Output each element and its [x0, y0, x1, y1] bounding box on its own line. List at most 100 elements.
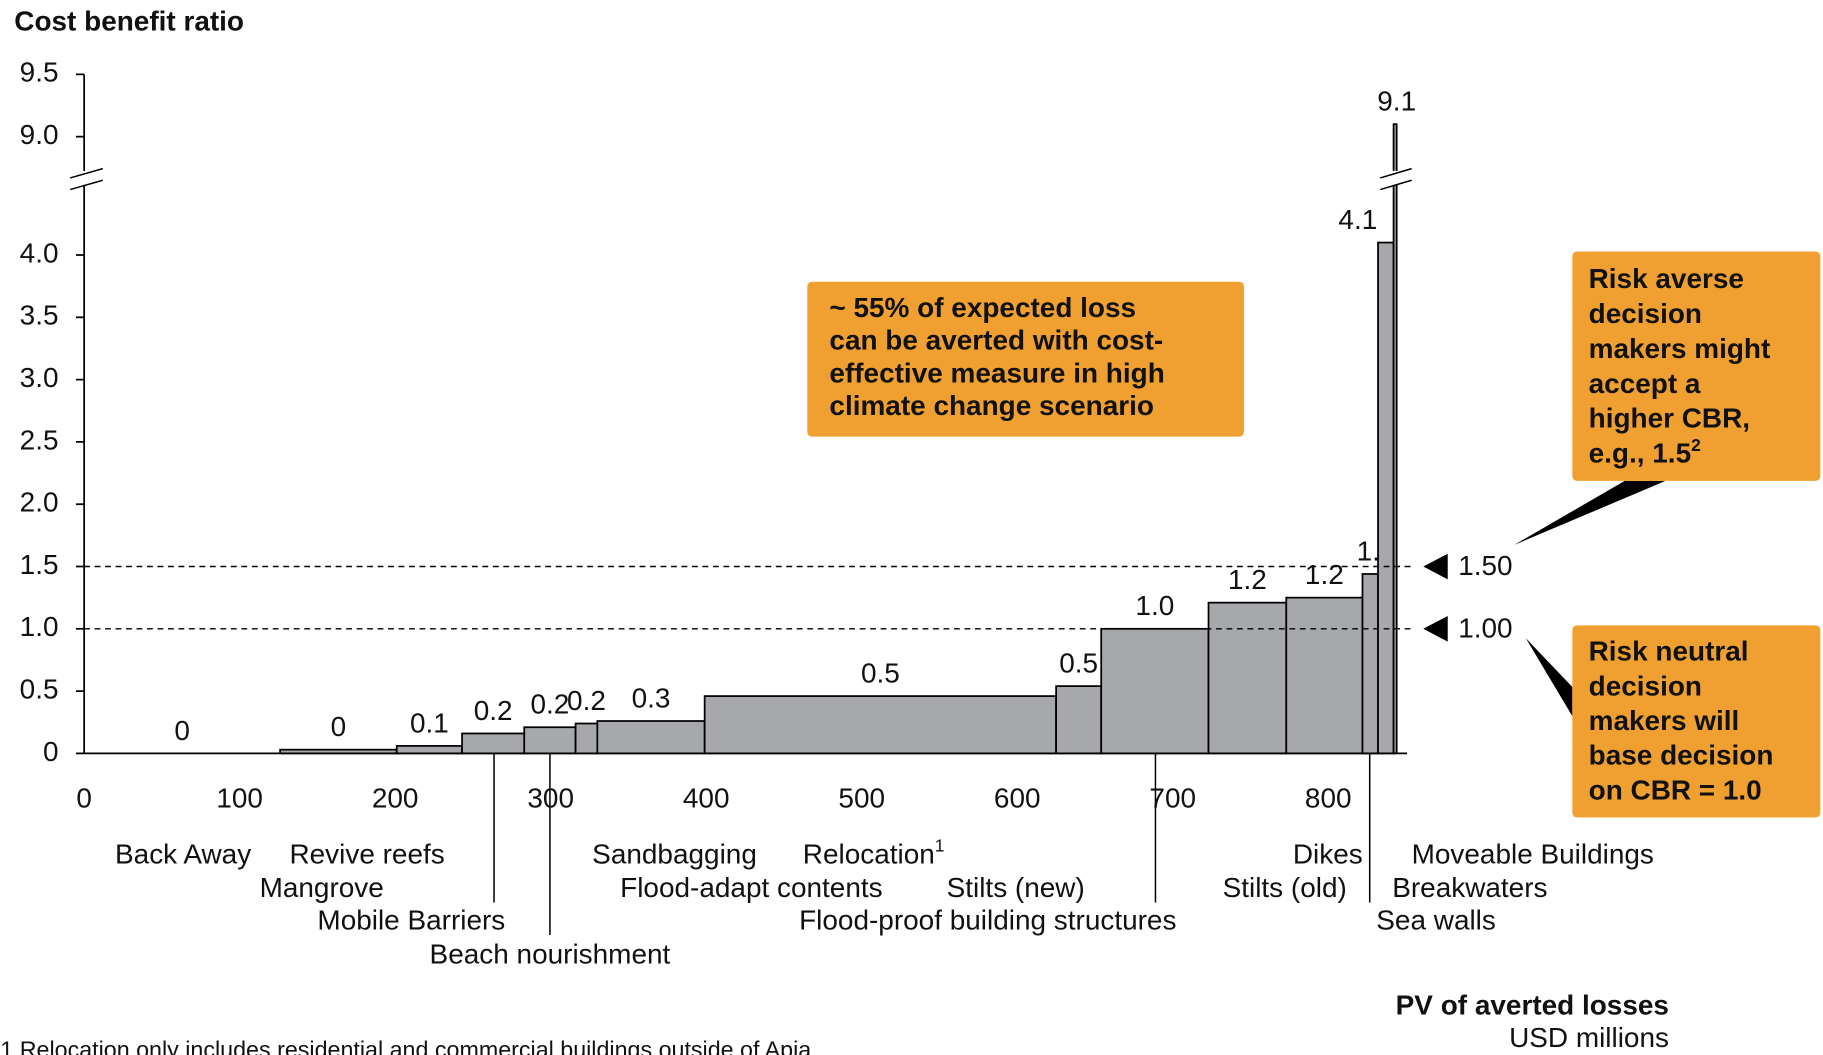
category-label: Flood-adapt contents: [620, 872, 882, 903]
axis-break-mark: [69, 179, 103, 191]
bar: [523, 726, 577, 755]
value-label: 1.2: [1228, 564, 1267, 595]
value-label: 0.2: [567, 685, 606, 716]
annotation-text: can be averted with cost-: [829, 325, 1163, 356]
bar: [574, 722, 599, 755]
category-label: Stilts (old): [1223, 872, 1347, 903]
annotation-text: ~ 55% of expected loss: [829, 292, 1136, 323]
value-label: 1.2: [1305, 559, 1344, 590]
y-tick-label: 1.0: [20, 611, 59, 642]
category-label: Revive reefs: [289, 838, 444, 869]
axis-break-mark: [1379, 167, 1412, 179]
footnote: 1 Relocation only includes residential a…: [0, 1037, 811, 1055]
annotation-text: makers might: [1589, 333, 1771, 364]
x-tick-label: 200: [372, 782, 419, 813]
value-label: 0.1: [410, 707, 449, 738]
reference-arrow: [1423, 615, 1448, 642]
value-label: 0: [174, 715, 190, 746]
value-label: 0.5: [861, 658, 900, 689]
annotation-box: [807, 281, 1244, 437]
bar: [1377, 241, 1395, 755]
x-tick-label: 0: [76, 782, 92, 813]
category-label: Mangrove: [260, 872, 384, 903]
annotation-text: makers will: [1589, 705, 1740, 736]
axis-break-mark: [69, 167, 103, 179]
annotation-text: effective measure in high: [829, 357, 1164, 388]
category-pointers: [493, 753, 1371, 936]
bar: [1285, 596, 1364, 755]
value-label: 0.3: [632, 682, 671, 713]
x-tick-label: 500: [838, 782, 885, 813]
annotation-text: e.g., 1.52: [1589, 435, 1701, 469]
y-tick-label: 9.5: [20, 57, 59, 88]
y-tick-label: 2.0: [20, 487, 59, 518]
annotation-text: decision: [1589, 670, 1702, 701]
bar: [1392, 123, 1398, 755]
y-tick-label: 3.5: [20, 300, 59, 331]
value-label: 0.5: [1059, 648, 1098, 679]
callout-pointer: [1514, 480, 1666, 545]
bar: [1100, 627, 1210, 755]
annotation-boxes: [807, 251, 1821, 818]
axis-break-gap: [67, 170, 106, 185]
y-tick-label: 3.0: [20, 362, 59, 393]
category-label: Beach nourishment: [430, 938, 671, 969]
x-tick-label: 100: [216, 782, 263, 813]
bar: [1207, 601, 1288, 755]
annotation-text: decision: [1589, 298, 1702, 329]
x-tick-label: 700: [1149, 782, 1196, 813]
x-tick-label: 400: [683, 782, 730, 813]
annotation-superscript: 2: [1691, 435, 1701, 455]
category-label: Dikes: [1293, 838, 1363, 869]
axis-break-gap: [1380, 170, 1413, 185]
category-label: Sea walls: [1376, 905, 1496, 936]
y-tick-label: 9.0: [20, 119, 59, 150]
x-tick-label: 600: [994, 782, 1041, 813]
category-label: Back Away: [115, 838, 251, 869]
bar: [703, 695, 1057, 755]
x-tick-label: 800: [1305, 782, 1352, 813]
axis-break-mark: [1379, 179, 1412, 191]
reference-label: 1.50: [1458, 550, 1512, 581]
annotation-text: base decision: [1589, 740, 1774, 771]
value-label: 0.2: [530, 689, 569, 720]
annotation-text: accept a: [1589, 368, 1701, 399]
category-label: Mobile Barriers: [317, 905, 505, 936]
y-tick-label: 4.0: [20, 237, 59, 268]
value-label: 4.1: [1338, 204, 1377, 235]
y-tick-label: 0.5: [20, 673, 59, 704]
reference-arrow: [1423, 553, 1448, 580]
annotation-text: on CBR = 1.0: [1589, 774, 1762, 805]
value-label: 1.0: [1135, 590, 1174, 621]
y-tick-label: 2.5: [20, 424, 59, 455]
annotation-text: Risk neutral: [1589, 636, 1749, 667]
category-label: Moveable Buildings: [1412, 838, 1654, 869]
bar: [596, 720, 706, 755]
annotation-box: [1572, 251, 1821, 481]
x-tick-label: 300: [527, 782, 574, 813]
callout-pointer: [1525, 638, 1573, 717]
category-label: Relocation1: [803, 835, 945, 869]
category-label: Sandbagging: [592, 838, 757, 869]
category-label: Stilts (new): [947, 872, 1085, 903]
category-superscript: 1: [935, 835, 945, 855]
x-axis-title: PV of averted losses: [1396, 990, 1669, 1021]
bar: [1055, 685, 1103, 755]
y-tick-label: 0: [43, 736, 59, 767]
annotation-text: Risk averse: [1589, 263, 1744, 294]
value-label: 9.1: [1377, 86, 1416, 117]
y-tick-label: 1.5: [20, 549, 59, 580]
category-label: Breakwaters: [1392, 872, 1547, 903]
bar: [461, 732, 526, 755]
value-label: 0: [331, 711, 347, 742]
reference-label: 1.00: [1458, 612, 1512, 643]
category-label: Flood-proof building structures: [799, 905, 1176, 936]
x-axis-unit: USD millions: [1509, 1022, 1669, 1053]
bar: [1361, 573, 1379, 755]
annotation-text: climate change scenario: [829, 390, 1154, 421]
value-label: 0.2: [474, 695, 513, 726]
annotation-box: [1572, 625, 1821, 818]
y-axis-title: Cost benefit ratio: [14, 6, 244, 37]
